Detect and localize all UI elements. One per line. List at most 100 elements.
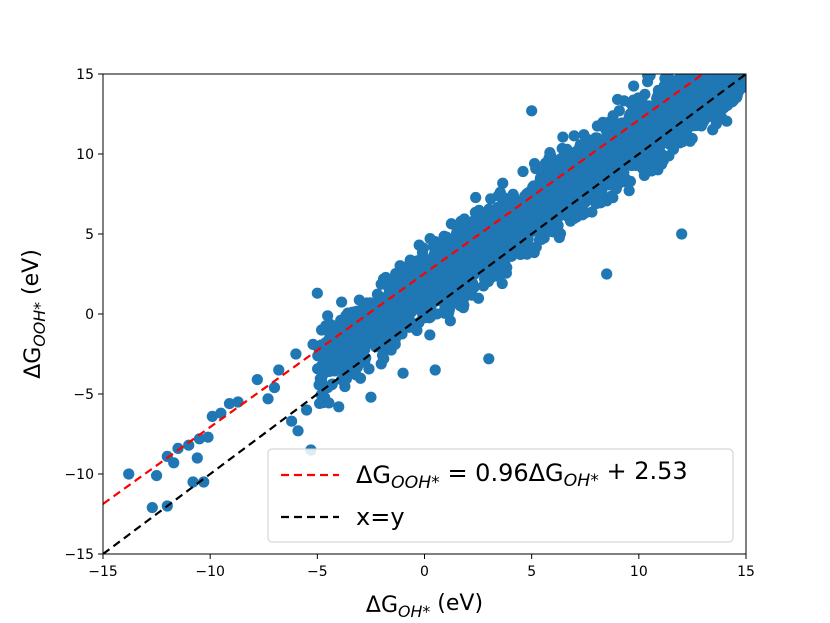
data-point — [215, 407, 227, 419]
data-point — [123, 468, 135, 480]
data-point — [399, 309, 411, 322]
data-point — [324, 357, 336, 369]
data-point — [586, 206, 598, 218]
x-tick-label: 15 — [737, 564, 755, 580]
data-point — [668, 82, 680, 94]
data-point — [701, 74, 713, 83]
data-point — [483, 353, 495, 365]
data-point — [394, 323, 406, 336]
data-point — [557, 131, 569, 143]
data-point — [333, 401, 345, 413]
y-axis-title: ΔGOOH* (eV) — [19, 249, 49, 379]
x-tick-label: 0 — [420, 564, 429, 580]
data-point — [416, 258, 428, 270]
data-point — [623, 185, 635, 197]
data-point — [638, 115, 650, 127]
data-point — [622, 123, 634, 135]
data-point — [585, 191, 597, 203]
data-point — [628, 95, 641, 107]
data-point — [367, 328, 379, 340]
data-point — [187, 476, 199, 488]
data-point — [611, 93, 624, 106]
x-tick-label: −10 — [195, 564, 225, 580]
data-point — [424, 233, 436, 245]
data-point — [479, 273, 491, 285]
data-point — [417, 242, 430, 254]
data-point — [324, 329, 336, 341]
data-point — [503, 226, 516, 238]
data-point — [464, 231, 476, 243]
data-point — [470, 191, 482, 204]
x-axis-ticks: −15 −10 −5 0 5 10 15 — [88, 554, 755, 580]
data-point — [526, 105, 538, 117]
data-point — [505, 236, 518, 248]
data-point — [519, 216, 531, 229]
data-point — [533, 234, 546, 246]
data-point — [442, 260, 455, 272]
y-tick-label: 15 — [76, 67, 94, 83]
data-point — [483, 203, 495, 215]
data-point — [193, 433, 206, 445]
y-tick-label: 0 — [85, 307, 94, 323]
data-point — [659, 74, 671, 85]
data-point — [183, 439, 195, 451]
data-point — [389, 333, 401, 345]
identity-line — [103, 74, 746, 554]
y-tick-label: 10 — [76, 147, 94, 163]
data-point — [443, 307, 455, 319]
fit-line — [103, 74, 705, 505]
data-point — [569, 188, 582, 200]
legend: ΔGOOH* = 0.96ΔGOH* + 2.53 x=y — [267, 448, 734, 543]
fit-lines — [103, 74, 746, 554]
data-point — [544, 147, 556, 159]
data-point — [682, 74, 694, 81]
data-point — [416, 273, 428, 285]
data-point — [286, 415, 298, 427]
data-point — [528, 180, 540, 192]
data-point — [432, 280, 444, 292]
data-point — [680, 78, 692, 90]
data-point — [721, 74, 734, 85]
data-point — [268, 382, 281, 394]
data-point — [360, 299, 372, 311]
data-point — [505, 249, 517, 261]
y-tick-label: −15 — [64, 547, 94, 563]
data-point — [418, 312, 430, 324]
data-point — [312, 363, 324, 375]
data-point — [336, 296, 348, 308]
data-point — [350, 369, 362, 381]
data-point — [530, 212, 542, 224]
data-point — [574, 198, 586, 210]
data-point — [603, 116, 615, 128]
data-point — [601, 268, 613, 280]
data-point — [613, 105, 625, 117]
data-point — [580, 180, 593, 193]
data-point — [377, 313, 389, 325]
data-point — [514, 248, 526, 260]
legend-label-fit: ΔGOOH* = 0.96ΔGOH* + 2.53 — [356, 457, 688, 493]
data-point — [315, 373, 328, 385]
data-point — [292, 425, 304, 437]
data-point — [715, 99, 727, 111]
data-point — [232, 396, 244, 408]
data-point — [497, 177, 509, 189]
data-point — [475, 215, 487, 227]
data-point — [316, 324, 328, 336]
data-point — [660, 97, 673, 110]
data-point — [251, 374, 263, 386]
data-point — [450, 266, 462, 278]
data-point — [649, 111, 661, 123]
data-point — [644, 153, 656, 165]
data-point — [596, 165, 608, 178]
y-axis-ticks: −15 −10 −5 0 5 10 15 — [64, 67, 103, 563]
data-point — [468, 281, 480, 293]
data-point — [472, 292, 485, 304]
data-point — [440, 283, 452, 295]
data-point — [614, 177, 626, 189]
data-point — [340, 373, 353, 385]
data-point — [439, 298, 451, 310]
data-point — [731, 83, 743, 95]
data-point — [624, 175, 637, 187]
data-point — [568, 130, 580, 142]
